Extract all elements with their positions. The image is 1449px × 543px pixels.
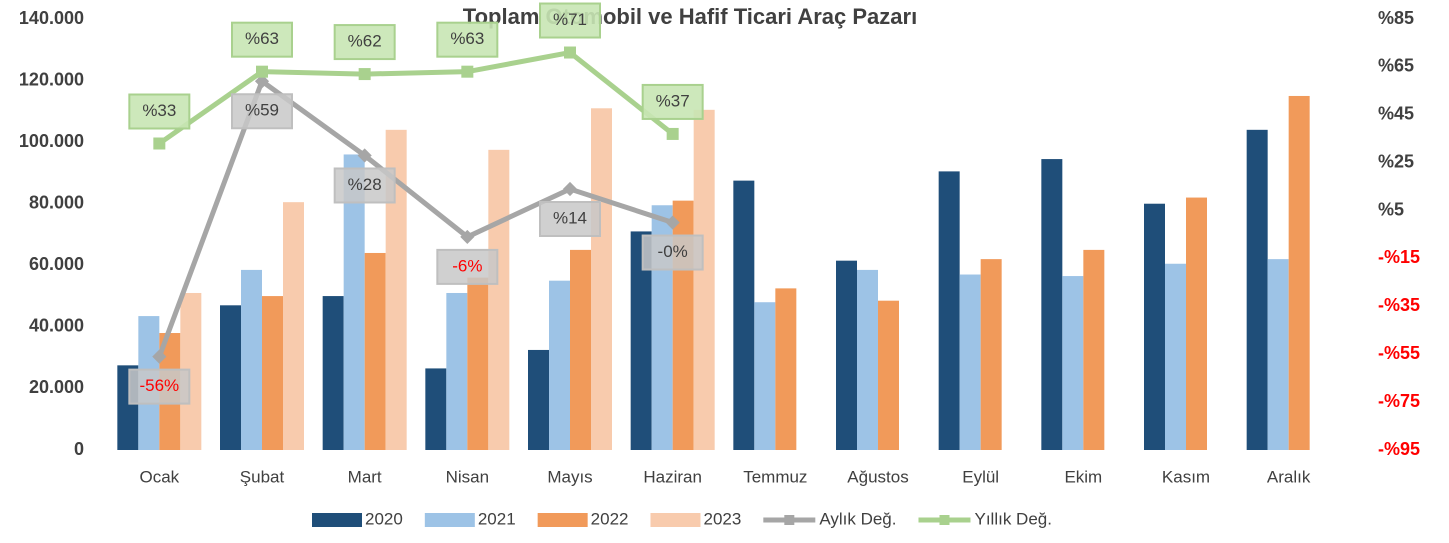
legend-label: 2021 (478, 509, 516, 528)
bar (591, 108, 612, 450)
bar (836, 261, 857, 450)
bar (283, 202, 304, 450)
x-tick-label: Şubat (240, 467, 285, 486)
legend-label: Aylık Değ. (819, 509, 896, 528)
marker (667, 128, 679, 140)
bar (694, 110, 715, 450)
x-tick-label: Eylül (962, 467, 999, 486)
legend-marker (939, 515, 949, 525)
y2-tick-label: -%95 (1378, 439, 1420, 459)
data-label: -0% (658, 242, 688, 261)
y-tick-label: 120.000 (19, 69, 84, 89)
data-label: %71 (553, 10, 587, 29)
bar (733, 181, 754, 450)
y2-tick-label: -%15 (1378, 247, 1420, 267)
y-tick-label: 140.000 (19, 8, 84, 28)
chart: Toplam Otomobil ve Hafif Ticari Araç Paz… (0, 0, 1449, 538)
data-label: %62 (348, 32, 382, 51)
bar (365, 253, 386, 450)
x-tick-label: Ekim (1064, 467, 1102, 486)
bar (1247, 130, 1268, 450)
x-tick-label: Haziran (643, 467, 702, 486)
y-tick-label: 40.000 (29, 316, 84, 336)
bar (241, 270, 262, 450)
y-tick-label: 80.000 (29, 192, 84, 212)
chart-title: Toplam Otomobil ve Hafif Ticari Araç Paz… (463, 4, 917, 29)
x-tick-label: Mart (348, 467, 382, 486)
y-tick-label: 0 (74, 439, 84, 459)
x-tick-label: Mayıs (547, 467, 592, 486)
y-tick-label: 20.000 (29, 377, 84, 397)
bar (775, 288, 796, 450)
x-tick-label: Ocak (139, 467, 179, 486)
bar (220, 305, 241, 450)
y2-tick-label: -%35 (1378, 295, 1420, 315)
legend-label: Yıllık Değ. (974, 509, 1051, 528)
marker (256, 66, 268, 78)
data-label: %59 (245, 101, 279, 120)
y2-tick-label: %25 (1378, 151, 1414, 171)
bar (960, 275, 981, 450)
legend-label: 2022 (591, 509, 629, 528)
bar (549, 281, 570, 450)
legend-swatch (425, 513, 475, 527)
x-tick-label: Nisan (446, 467, 489, 486)
bar (1083, 250, 1104, 450)
marker (461, 66, 473, 78)
x-tick-label: Kasım (1162, 467, 1210, 486)
marker (153, 138, 165, 150)
bar (1165, 264, 1186, 450)
bar (857, 270, 878, 450)
bar (1268, 259, 1289, 450)
data-label: %37 (656, 91, 690, 110)
bar (570, 250, 591, 450)
bar (488, 150, 509, 450)
data-label: -56% (139, 376, 179, 395)
data-label: %14 (553, 208, 587, 227)
y2-tick-label: -%55 (1378, 343, 1420, 363)
bar (425, 368, 446, 450)
y2-tick-label: %5 (1378, 199, 1404, 219)
x-tick-label: Ağustos (847, 467, 908, 486)
bar (1289, 96, 1310, 450)
marker (564, 47, 576, 59)
bar (323, 296, 344, 450)
x-tick-label: Aralık (1267, 467, 1311, 486)
data-label: %63 (245, 29, 279, 48)
data-label: %33 (142, 101, 176, 120)
bar (262, 296, 283, 450)
x-tick-label: Temmuz (743, 467, 807, 486)
y2-tick-label: %65 (1378, 56, 1414, 76)
bar (1186, 198, 1207, 450)
bar (939, 171, 960, 450)
bar (1144, 204, 1165, 450)
legend-swatch (650, 513, 700, 527)
bar (754, 302, 775, 450)
legend-swatch (312, 513, 362, 527)
legend-swatch (538, 513, 588, 527)
bar (878, 301, 899, 450)
y2-tick-label: %85 (1378, 8, 1414, 28)
marker (359, 68, 371, 80)
bar (528, 350, 549, 450)
y-tick-label: 100.000 (19, 131, 84, 151)
legend-label: 2020 (365, 509, 403, 528)
y2-tick-label: %45 (1378, 104, 1414, 124)
data-label: %63 (450, 29, 484, 48)
bar (467, 278, 488, 450)
legend-marker (784, 515, 794, 525)
legend-label: 2023 (703, 509, 741, 528)
y-tick-label: 60.000 (29, 254, 84, 274)
bar (1041, 159, 1062, 450)
data-label: -6% (452, 256, 482, 275)
bar (981, 259, 1002, 450)
data-label: %28 (348, 175, 382, 194)
y2-tick-label: -%75 (1378, 391, 1420, 411)
bar (446, 293, 467, 450)
bar (1062, 276, 1083, 450)
